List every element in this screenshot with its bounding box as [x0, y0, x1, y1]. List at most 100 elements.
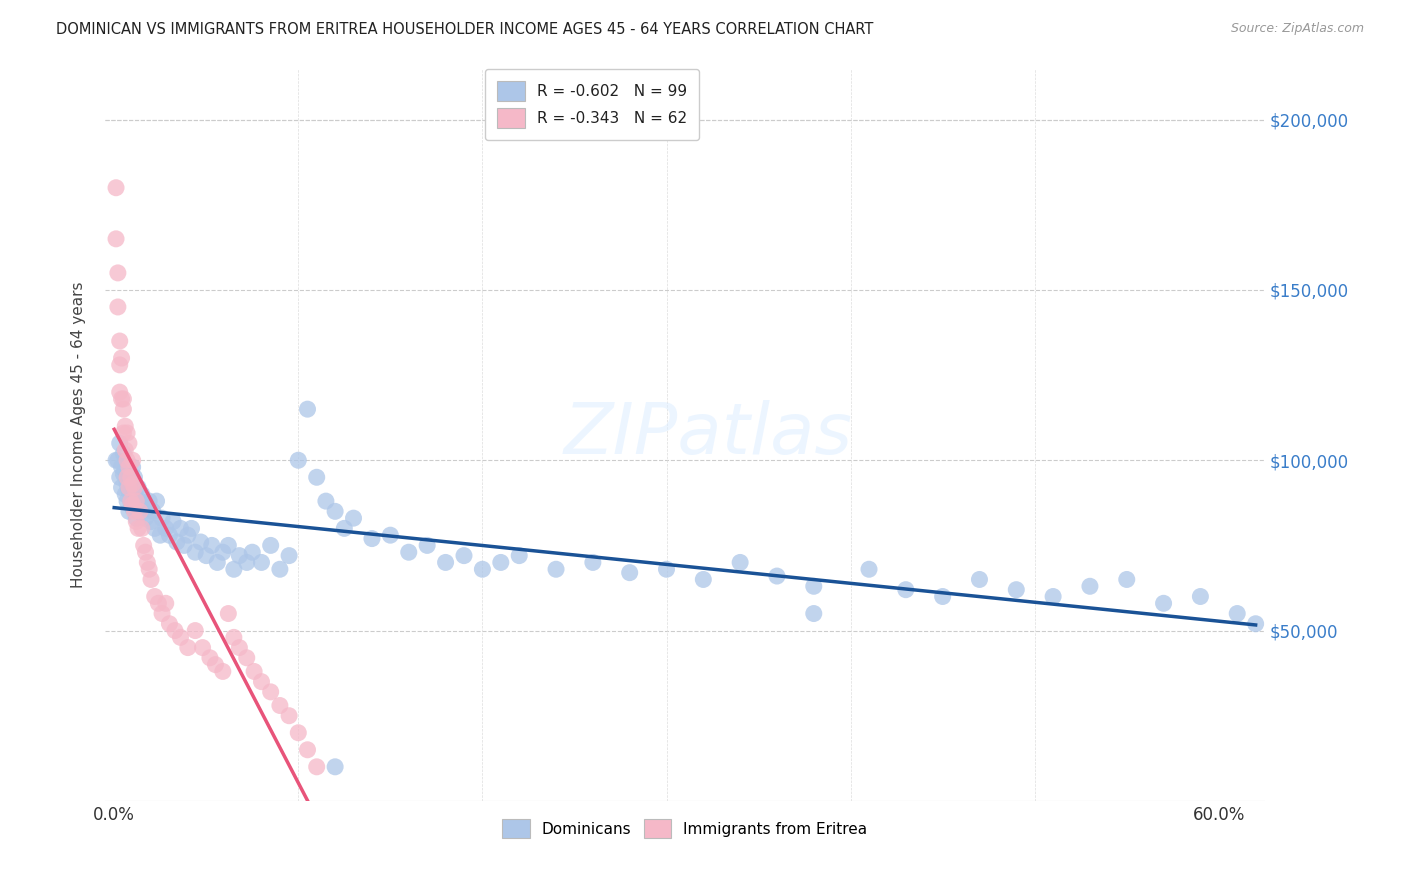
- Point: [134, 511, 156, 525]
- Point: [969, 573, 991, 587]
- Point: [323, 504, 346, 518]
- Text: Source: ZipAtlas.com: Source: ZipAtlas.com: [1230, 22, 1364, 36]
- Point: [1244, 616, 1267, 631]
- Point: [198, 650, 221, 665]
- Point: [150, 511, 173, 525]
- Point: [108, 334, 131, 348]
- Point: [159, 528, 181, 542]
- Point: [129, 504, 152, 518]
- Legend: Dominicans, Immigrants from Eritrea: Dominicans, Immigrants from Eritrea: [496, 813, 873, 845]
- Point: [297, 402, 319, 417]
- Point: [333, 521, 356, 535]
- Point: [471, 562, 494, 576]
- Point: [269, 562, 291, 576]
- Point: [105, 453, 128, 467]
- Point: [453, 549, 475, 563]
- Point: [108, 358, 131, 372]
- Point: [323, 760, 346, 774]
- Point: [398, 545, 420, 559]
- Point: [112, 446, 135, 460]
- Point: [1078, 579, 1101, 593]
- Point: [305, 760, 328, 774]
- Point: [155, 596, 177, 610]
- Point: [217, 538, 239, 552]
- Point: [107, 453, 129, 467]
- Point: [1226, 607, 1249, 621]
- Point: [143, 521, 166, 535]
- Point: [380, 528, 402, 542]
- Point: [115, 494, 138, 508]
- Point: [115, 425, 138, 440]
- Point: [121, 460, 143, 475]
- Point: [250, 674, 273, 689]
- Point: [803, 579, 825, 593]
- Point: [127, 521, 149, 535]
- Point: [243, 665, 266, 679]
- Point: [655, 562, 678, 576]
- Point: [1115, 573, 1137, 587]
- Point: [125, 515, 148, 529]
- Point: [120, 494, 142, 508]
- Point: [118, 460, 141, 475]
- Point: [489, 556, 512, 570]
- Point: [315, 494, 337, 508]
- Point: [228, 640, 250, 655]
- Point: [139, 573, 162, 587]
- Point: [120, 470, 142, 484]
- Point: [544, 562, 567, 576]
- Point: [173, 538, 195, 552]
- Point: [201, 538, 224, 552]
- Point: [115, 477, 138, 491]
- Point: [235, 556, 257, 570]
- Point: [1189, 590, 1212, 604]
- Point: [177, 528, 200, 542]
- Point: [108, 470, 131, 484]
- Point: [434, 556, 457, 570]
- Point: [155, 521, 177, 535]
- Point: [150, 607, 173, 621]
- Point: [228, 549, 250, 563]
- Point: [177, 640, 200, 655]
- Point: [139, 515, 162, 529]
- Point: [143, 590, 166, 604]
- Point: [127, 504, 149, 518]
- Point: [112, 402, 135, 417]
- Point: [136, 556, 159, 570]
- Point: [121, 477, 143, 491]
- Point: [195, 549, 218, 563]
- Point: [894, 582, 917, 597]
- Point: [136, 500, 159, 515]
- Point: [105, 180, 128, 194]
- Point: [159, 616, 181, 631]
- Point: [619, 566, 641, 580]
- Point: [124, 481, 146, 495]
- Point: [124, 470, 146, 484]
- Point: [766, 569, 789, 583]
- Y-axis label: Householder Income Ages 45 - 64 years: Householder Income Ages 45 - 64 years: [72, 282, 86, 588]
- Point: [250, 556, 273, 570]
- Point: [112, 392, 135, 406]
- Point: [121, 477, 143, 491]
- Point: [162, 515, 184, 529]
- Point: [148, 596, 170, 610]
- Point: [287, 453, 309, 467]
- Point: [217, 607, 239, 621]
- Text: ZIPatlas: ZIPatlas: [564, 401, 852, 469]
- Point: [204, 657, 226, 672]
- Point: [121, 453, 143, 467]
- Point: [240, 545, 263, 559]
- Point: [110, 460, 132, 475]
- Point: [118, 483, 141, 498]
- Point: [149, 528, 172, 542]
- Point: [803, 607, 825, 621]
- Point: [1005, 582, 1028, 597]
- Point: [169, 631, 191, 645]
- Point: [105, 232, 128, 246]
- Point: [222, 631, 245, 645]
- Point: [207, 556, 229, 570]
- Point: [180, 521, 202, 535]
- Point: [120, 494, 142, 508]
- Point: [508, 549, 530, 563]
- Point: [118, 436, 141, 450]
- Point: [1153, 596, 1175, 610]
